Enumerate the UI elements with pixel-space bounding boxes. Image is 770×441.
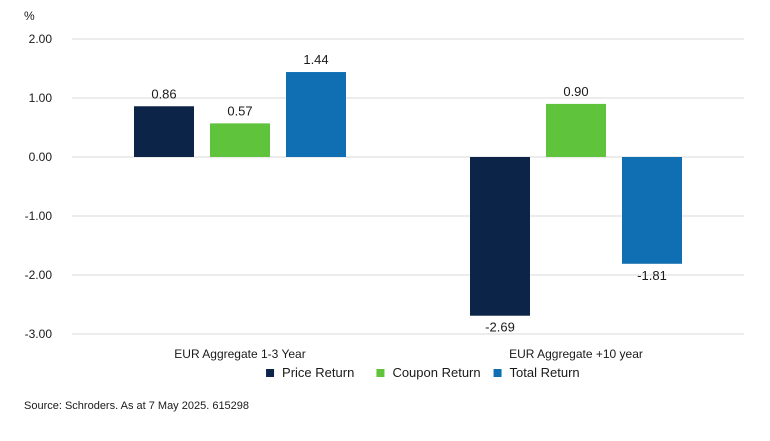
data-label: 0.57 bbox=[227, 103, 252, 118]
bar-coupon-return bbox=[546, 103, 606, 157]
bar-total-return bbox=[622, 157, 682, 264]
data-label: 1.44 bbox=[303, 52, 328, 67]
bar-total-return bbox=[286, 72, 346, 157]
x-category-label: EUR Aggregate +10 year bbox=[509, 347, 643, 361]
y-axis: 2.00 1.00 0.00 -1.00 -2.00 -3.00 bbox=[25, 32, 53, 341]
data-label: -1.81 bbox=[637, 268, 667, 283]
data-labels: 0.86 0.57 1.44 -2.69 0.90 -1.81 bbox=[151, 52, 666, 335]
legend-label: Total Return bbox=[510, 365, 580, 380]
legend-swatch bbox=[493, 369, 502, 377]
legend-swatch bbox=[266, 369, 275, 377]
y-axis-unit-label: % bbox=[24, 9, 35, 23]
bar-price-return bbox=[134, 106, 194, 157]
legend-swatch bbox=[376, 369, 385, 377]
data-label: 0.90 bbox=[563, 84, 588, 99]
bar-price-return bbox=[470, 157, 530, 316]
x-category-label: EUR Aggregate 1-3 Year bbox=[174, 347, 305, 361]
legend-label: Coupon Return bbox=[392, 365, 480, 380]
y-tick-label: 2.00 bbox=[29, 32, 53, 46]
y-tick-label: 1.00 bbox=[29, 91, 53, 105]
data-label: -2.69 bbox=[485, 320, 515, 335]
y-tick-label: -2.00 bbox=[25, 268, 53, 282]
legend-label: Price Return bbox=[282, 365, 354, 380]
y-tick-label: -3.00 bbox=[25, 327, 53, 341]
source-note: Source: Schroders. As at 7 May 2025. 615… bbox=[24, 400, 249, 412]
bars bbox=[134, 72, 682, 316]
x-axis: EUR Aggregate 1-3 Year EUR Aggregate +10 … bbox=[174, 347, 643, 361]
y-tick-label: -1.00 bbox=[25, 209, 53, 223]
y-tick-label: 0.00 bbox=[29, 150, 53, 164]
data-label: 0.86 bbox=[151, 86, 176, 101]
bar-coupon-return bbox=[210, 123, 270, 157]
legend: Price Return Coupon Return Total Return bbox=[266, 365, 580, 380]
